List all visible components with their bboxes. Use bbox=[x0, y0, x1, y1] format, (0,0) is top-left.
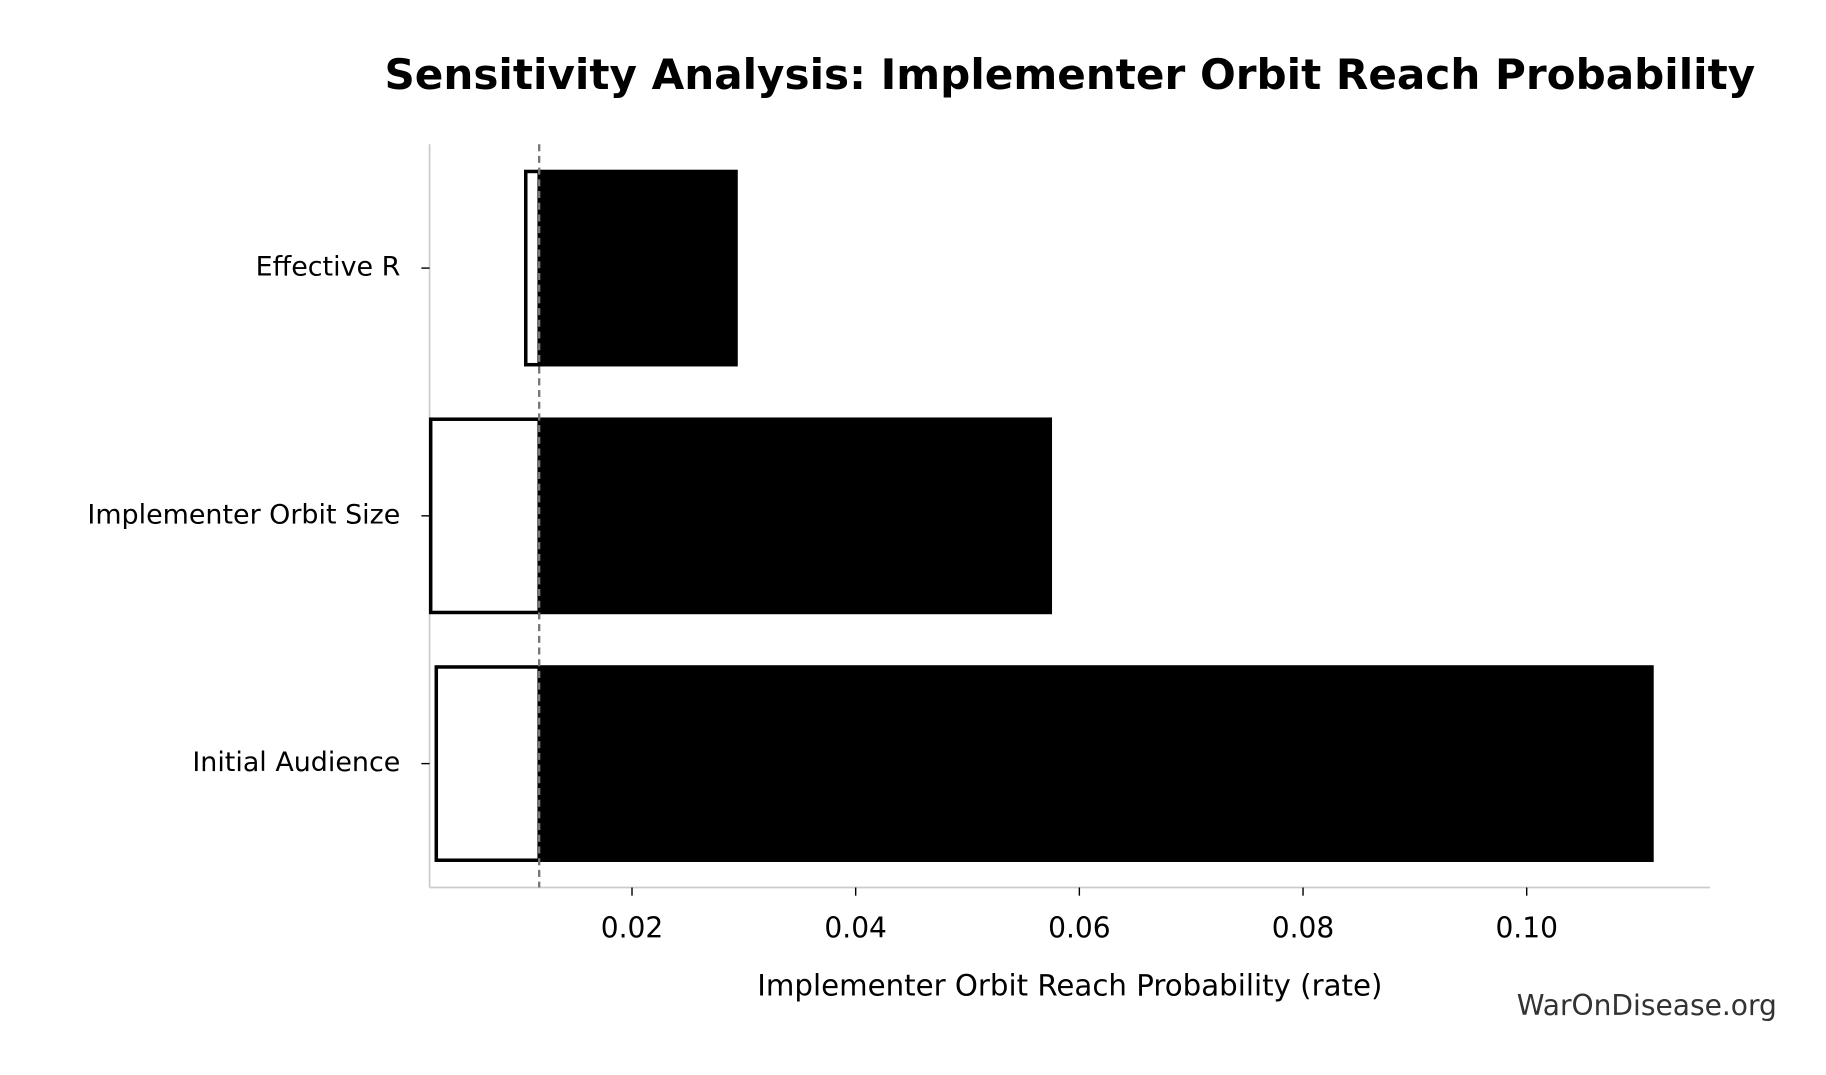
bar-low bbox=[524, 169, 541, 367]
chart-title: Sensitivity Analysis: Implementer Orbit … bbox=[384, 50, 1755, 99]
x-tick-label: 0.02 bbox=[601, 912, 664, 945]
x-axis-label: Implementer Orbit Reach Probability (rat… bbox=[757, 968, 1382, 1002]
watermark: WarOnDisease.org bbox=[1517, 989, 1777, 1022]
bar-low bbox=[428, 417, 541, 615]
y-tick-label: Effective R bbox=[256, 252, 401, 283]
x-tick-label: 0.08 bbox=[1272, 912, 1335, 945]
x-tick-label: 0.10 bbox=[1495, 912, 1558, 945]
y-tick-label: Implementer Orbit Size bbox=[87, 499, 400, 530]
bar-high bbox=[537, 169, 738, 367]
x-tick-label: 0.04 bbox=[824, 912, 887, 945]
bar-low bbox=[434, 665, 541, 862]
y-tick-label: Initial Audience bbox=[192, 747, 400, 778]
bar-high bbox=[537, 417, 1053, 615]
bar-high bbox=[537, 665, 1654, 862]
x-tick-label: 0.06 bbox=[1048, 912, 1111, 945]
